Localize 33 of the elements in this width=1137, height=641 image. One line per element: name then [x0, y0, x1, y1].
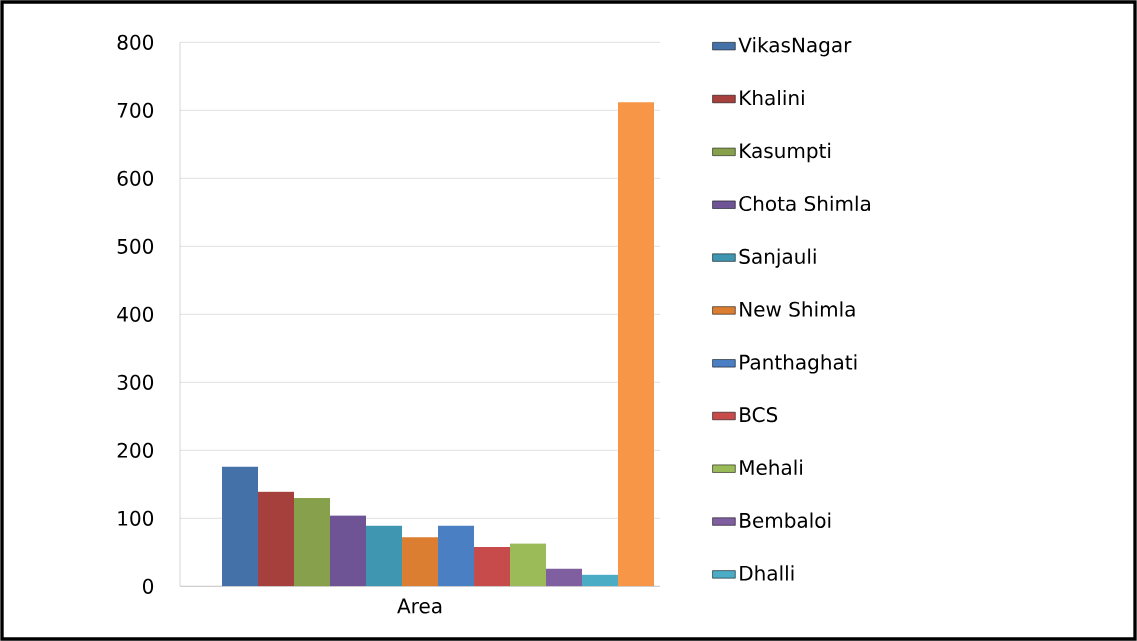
- legend-label: VikasNagar: [738, 37, 852, 57]
- bar: [474, 546, 511, 587]
- legend-label: Panthaghati: [740, 354, 857, 374]
- y-tick-label: 300: [117, 374, 154, 390]
- legend-label: Kasumpti: [740, 142, 831, 163]
- bar: [366, 525, 403, 587]
- y-tick-label: 500: [117, 238, 154, 254]
- y-tick-label: 700: [117, 102, 154, 118]
- bar: [510, 543, 547, 587]
- bar: [618, 102, 655, 587]
- x-tick-label: Area: [397, 598, 442, 614]
- bar: [294, 497, 331, 587]
- bar: [222, 466, 259, 587]
- legend-label: BCS: [740, 407, 778, 423]
- y-tick-label: 100: [118, 510, 154, 526]
- legend-label: Sanjauli: [739, 248, 816, 268]
- legend-label: Dhalli: [740, 565, 794, 581]
- legend-label: Bembaloi: [740, 512, 831, 528]
- y-tick-label: 600: [117, 170, 154, 186]
- bar: [330, 515, 367, 587]
- bar: [402, 537, 439, 587]
- bar: [438, 525, 475, 587]
- y-tick-label: 400: [117, 306, 154, 322]
- bar: [546, 568, 583, 587]
- legend-label: Mehali: [740, 459, 802, 476]
- y-tick-label: 800: [117, 34, 154, 50]
- bar: [582, 574, 619, 587]
- legend-label: Chota Shimla: [739, 195, 870, 212]
- legend-label: New Shimla: [740, 301, 855, 317]
- y-tick-label: 200: [117, 442, 154, 458]
- legend-label: Khalini: [740, 89, 804, 106]
- bar: [258, 491, 295, 587]
- y-tick-label: 0: [143, 578, 154, 594]
